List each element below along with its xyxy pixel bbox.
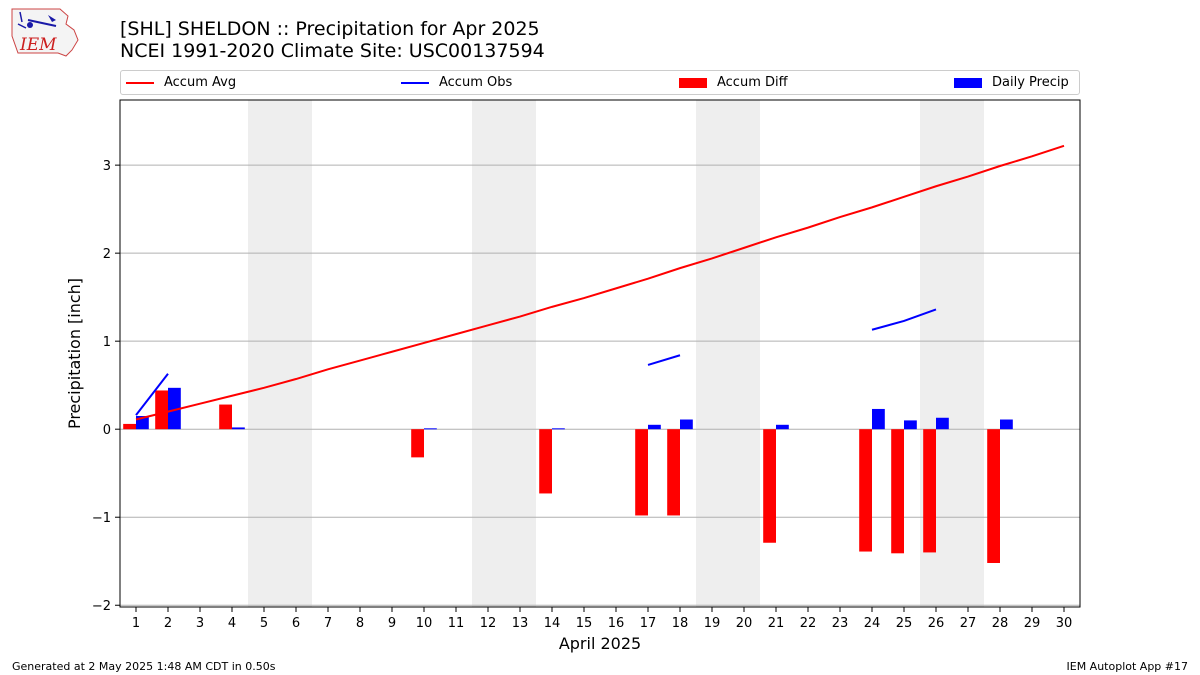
x-tick-label: 3: [196, 616, 204, 631]
x-tick-label: 13: [512, 616, 529, 631]
x-tick-label: 24: [864, 616, 881, 631]
x-tick-label: 21: [768, 616, 785, 631]
logo-text: IEM: [19, 35, 57, 55]
x-tick-label: 9: [388, 616, 396, 631]
x-tick-label: 6: [292, 616, 300, 631]
daily-precip-bar: [680, 419, 693, 430]
x-tick-label: 8: [356, 616, 364, 631]
x-tick-label: 28: [992, 616, 1009, 631]
x-tick-label: 22: [800, 616, 817, 631]
daily-precip-bar: [552, 428, 565, 430]
y-tick-label: 0: [103, 423, 111, 438]
chart-title: [SHL] SHELDON :: Precipitation for Apr 2…: [120, 18, 540, 40]
accum-obs-line: [135, 373, 169, 416]
footer-app: IEM Autoplot App #17: [1066, 660, 1189, 673]
y-tick-label: −1: [92, 511, 111, 526]
legend-label: Accum Avg: [164, 75, 237, 90]
accum-diff-bar: [635, 429, 648, 516]
legend-line-icon: [126, 81, 154, 84]
legend-box-icon: [679, 77, 707, 88]
x-tick-label: 4: [228, 616, 236, 631]
legend: Accum Avg Accum Obs Accum Diff Daily Pre…: [120, 70, 1080, 95]
x-tick-label: 15: [576, 616, 593, 631]
x-tick-label: 7: [324, 616, 332, 631]
x-axis-label: April 2025: [559, 634, 641, 653]
daily-precip-bar: [936, 417, 949, 430]
x-tick-label: 20: [736, 616, 753, 631]
accum-diff-bar: [987, 429, 1000, 563]
x-tick-label: 12: [480, 616, 497, 631]
daily-precip-bar: [232, 427, 245, 430]
y-axis-label: Precipitation [inch]: [65, 278, 84, 429]
accum-obs-line: [871, 308, 937, 331]
x-tick-label: 17: [640, 616, 657, 631]
accum-obs-line: [647, 354, 681, 366]
legend-line-icon: [401, 81, 429, 84]
legend-label: Accum Obs: [439, 75, 513, 90]
accum-diff-bar: [219, 404, 232, 430]
legend-item-accum-avg: Accum Avg: [126, 71, 236, 94]
accum-diff-bar: [667, 429, 680, 516]
y-tick-label: 3: [103, 159, 111, 174]
footer-generated: Generated at 2 May 2025 1:48 AM CDT in 0…: [12, 660, 276, 673]
x-tick-label: 16: [608, 616, 625, 631]
accum-diff-bar: [763, 429, 776, 543]
x-tick-label: 5: [260, 616, 268, 631]
daily-precip-bar: [1000, 419, 1013, 430]
y-tick-label: 1: [103, 335, 111, 350]
x-tick-label: 14: [544, 616, 561, 631]
daily-precip-bar: [424, 428, 437, 430]
accum-diff-bar: [123, 423, 136, 430]
x-tick-label: 26: [928, 616, 945, 631]
accum-diff-bar: [859, 429, 872, 552]
x-tick-label: 23: [832, 616, 849, 631]
accum-diff-bar: [923, 429, 936, 553]
x-tick-label: 30: [1056, 616, 1073, 631]
legend-item-accum-diff: Accum Diff: [679, 71, 788, 94]
legend-label: Accum Diff: [717, 75, 788, 90]
x-tick-label: 19: [704, 616, 721, 631]
legend-box-icon: [954, 77, 982, 88]
accum-diff-bar: [155, 390, 168, 430]
legend-item-daily-precip: Daily Precip: [954, 71, 1069, 94]
accum-diff-bar: [539, 429, 552, 494]
chart-subtitle: NCEI 1991-2020 Climate Site: USC00137594: [120, 40, 545, 62]
daily-precip-bar: [648, 424, 661, 430]
daily-precip-bar: [872, 408, 885, 430]
weekend-band: [472, 100, 536, 607]
y-tick-label: −2: [92, 599, 111, 614]
daily-precip-bar: [776, 424, 789, 430]
x-tick-label: 2: [164, 616, 172, 631]
x-tick-label: 25: [896, 616, 913, 631]
plot-frame: [119, 99, 1081, 608]
x-tick-label: 11: [448, 616, 465, 631]
x-tick-label: 18: [672, 616, 689, 631]
x-tick-label: 27: [960, 616, 977, 631]
y-tick-label: 2: [103, 247, 111, 262]
accum-diff-bar: [891, 429, 904, 554]
daily-precip-bar: [168, 387, 181, 430]
daily-precip-bar: [904, 420, 917, 430]
accum-diff-bar: [411, 429, 424, 458]
iem-logo: IEM: [11, 8, 79, 57]
x-tick-label: 1: [132, 616, 140, 631]
legend-item-accum-obs: Accum Obs: [401, 71, 512, 94]
legend-label: Daily Precip: [992, 75, 1069, 90]
accum-avg-line: [135, 144, 1065, 421]
weekend-band: [696, 100, 760, 607]
weekend-band: [248, 100, 312, 607]
x-tick-label: 29: [1024, 616, 1041, 631]
x-tick-label: 10: [416, 616, 433, 631]
